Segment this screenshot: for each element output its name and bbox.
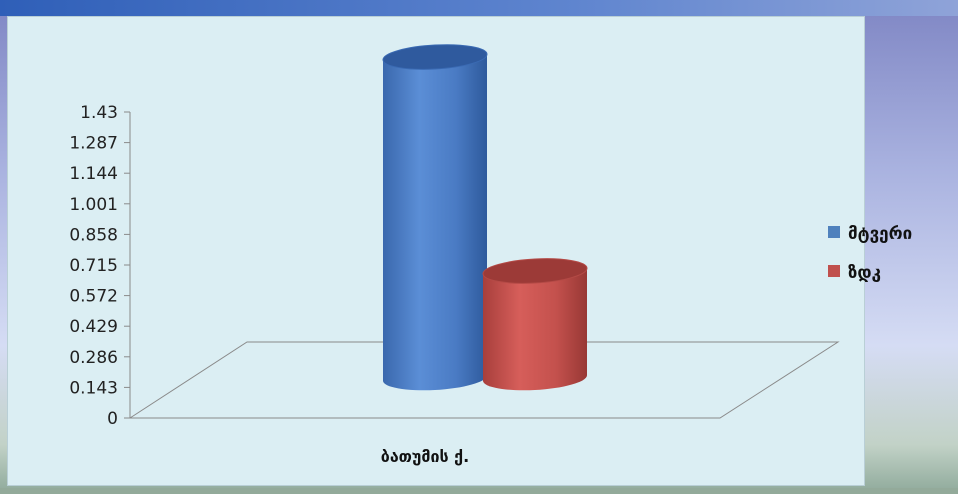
y-tick-label: 1.287	[69, 134, 118, 154]
legend-label-dust: მტვერი	[848, 224, 912, 244]
legend-swatch-limit	[828, 265, 840, 277]
y-tick-label: 0	[107, 409, 118, 429]
legend-label-limit: ზდკ	[848, 263, 881, 283]
y-tick-label: 0.143	[69, 378, 118, 398]
bar-limit	[482, 258, 588, 391]
floor-plane	[128, 341, 840, 419]
y-tick-label: 0.429	[69, 317, 118, 337]
category-label: ბათუმის ქ.	[381, 447, 469, 466]
y-tick-group: 0 0.143 0.286 0.429 0.572 0.715 0.858 1.001 1.14…	[69, 103, 130, 429]
y-tick-label: 1.001	[69, 195, 118, 215]
bar-limit-body	[483, 268, 587, 391]
bar-group	[382, 44, 588, 391]
bar-dust-body	[383, 54, 487, 391]
bar-dust-top	[382, 44, 488, 70]
y-tick-label: 0.715	[69, 256, 118, 276]
y-tick-label: 0.572	[69, 287, 118, 307]
y-tick-label: 0.858	[69, 225, 118, 245]
y-tick-label: 0.286	[69, 348, 118, 368]
y-tick-label: 1.43	[80, 103, 118, 123]
y-tick-label: 1.144	[69, 164, 118, 184]
legend-swatch-dust	[828, 226, 840, 238]
top-decor-band	[0, 0, 958, 16]
bar-dust	[382, 44, 488, 391]
bottom-decor-band	[0, 488, 958, 494]
bar-limit-top	[482, 258, 588, 284]
